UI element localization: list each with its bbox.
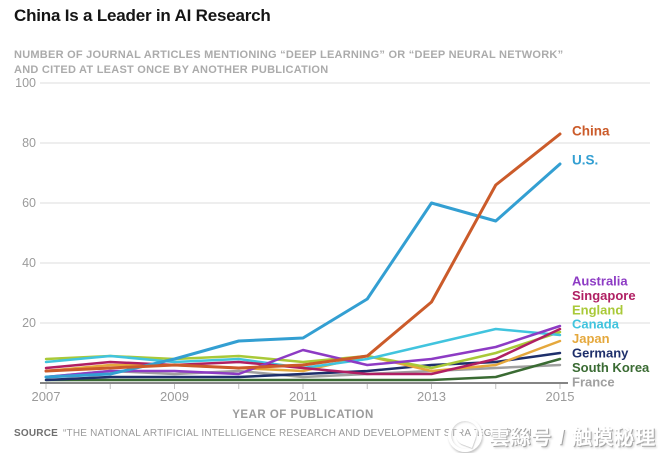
- series-label-u-s: U.S.: [572, 153, 598, 168]
- y-axis-label-80: 80: [22, 136, 36, 150]
- y-axis-label-20: 20: [22, 316, 36, 330]
- x-axis-label-2015: 2015: [546, 389, 575, 404]
- watermark: 雲絲号 / 触摸秘理: [448, 417, 656, 453]
- x-axis-label-2009: 2009: [160, 389, 189, 404]
- x-axis-label-2011: 2011: [289, 389, 317, 404]
- y-axis-label-60: 60: [22, 196, 36, 210]
- series-label-australia: Australia: [572, 274, 628, 289]
- line-singapore: [44, 327, 562, 376]
- line-australia: [44, 324, 562, 379]
- y-axis-label-100: 100: [15, 76, 36, 90]
- series-label-china: China: [572, 124, 610, 139]
- series-label-france: France: [572, 374, 615, 389]
- series-label-south-korea: South Korea: [572, 360, 650, 375]
- chart-subtitle: NUMBER OF JOURNAL ARTICLES MENTIONING “D…: [14, 48, 648, 78]
- line-japan: [44, 339, 562, 373]
- source-note: SOURCE “THE NATIONAL ARTIFICIAL INTELLIGE…: [14, 428, 534, 439]
- watermark-logo-icon: [448, 418, 483, 452]
- series-label-germany: Germany: [572, 346, 629, 361]
- y-axis-label-40: 40: [22, 256, 36, 270]
- source-label: SOURCE: [14, 428, 58, 439]
- x-axis-label-2007: 2007: [32, 389, 61, 404]
- chart-subtitle-line2: AND CITED AT LEAST ONCE BY ANOTHER PUBLI…: [14, 64, 329, 76]
- x-axis-label-2013: 2013: [417, 389, 446, 404]
- x-axis-title: YEAR OF PUBLICATION: [232, 409, 374, 421]
- line-china: [44, 132, 562, 373]
- series-label-england: England: [572, 302, 623, 317]
- watermark-text: 雲絲号 / 触摸秘理: [489, 426, 656, 449]
- series-label-singapore: Singapore: [572, 288, 636, 303]
- line-u-s: [44, 162, 562, 379]
- line-south-korea: [44, 357, 562, 382]
- series-label-canada: Canada: [572, 317, 620, 332]
- chart-title: China Is a Leader in AI Research: [14, 6, 271, 25]
- source-text: “THE NATIONAL ARTIFICIAL INTELLIGENCE RE…: [62, 428, 532, 439]
- series-label-japan: Japan: [572, 331, 610, 346]
- chart-subtitle-line1: NUMBER OF JOURNAL ARTICLES MENTIONING “D…: [14, 49, 564, 61]
